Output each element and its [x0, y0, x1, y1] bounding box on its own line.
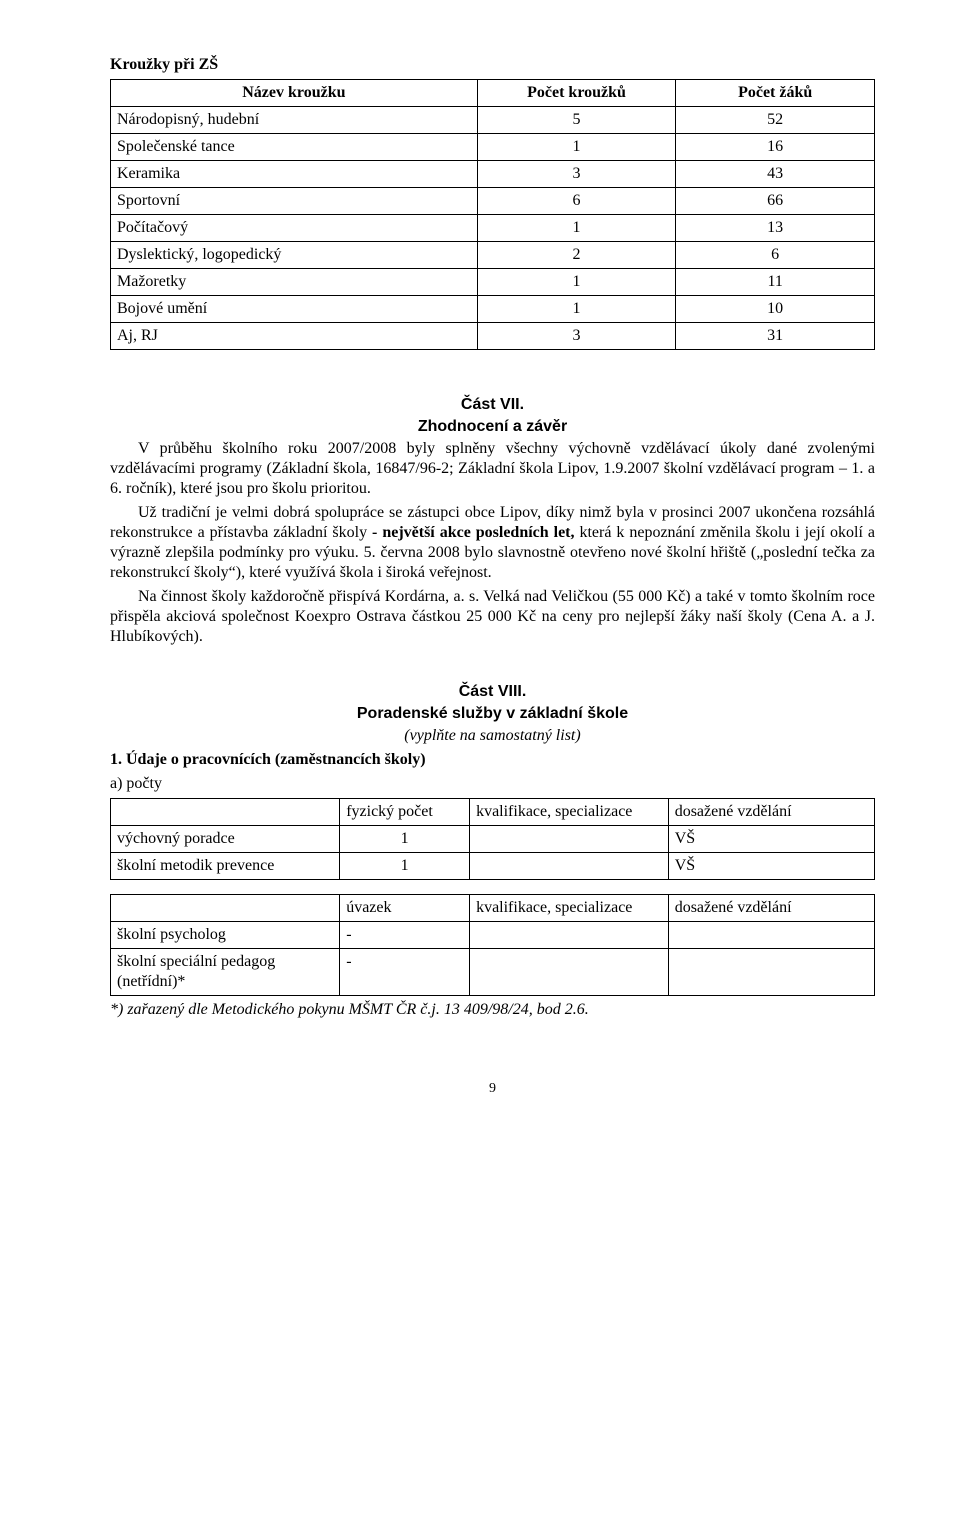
- cell: 1: [340, 853, 470, 880]
- table-row: úvazek kvalifikace, specializace dosažen…: [111, 895, 875, 922]
- cell: 66: [676, 188, 875, 215]
- table-row: Národopisný, hudební552: [111, 107, 875, 134]
- cell: Počítačový: [111, 215, 478, 242]
- cell: Dyslektický, logopedický: [111, 242, 478, 269]
- cell: VŠ: [668, 853, 874, 880]
- cell: Keramika: [111, 161, 478, 188]
- cell: -: [340, 949, 470, 996]
- cell: VŠ: [668, 826, 874, 853]
- table-krouzky: Název kroužku Počet kroužků Počet žáků N…: [110, 79, 875, 350]
- cell: [111, 895, 340, 922]
- cell: dosažené vzdělání: [668, 799, 874, 826]
- paragraph: Na činnost školy každoročně přispívá Kor…: [110, 587, 875, 647]
- table-row: Keramika343: [111, 161, 875, 188]
- table-row: Aj, RJ331: [111, 323, 875, 350]
- cell: 43: [676, 161, 875, 188]
- table-row: školní psycholog -: [111, 922, 875, 949]
- col-header: Počet žáků: [676, 80, 875, 107]
- cell: Sportovní: [111, 188, 478, 215]
- cell: Mažoretky: [111, 269, 478, 296]
- cell: -: [340, 922, 470, 949]
- cell: kvalifikace, specializace: [470, 895, 669, 922]
- text-bold: - největší akce posledních let,: [372, 524, 574, 541]
- paragraph: V průběhu školního roku 2007/2008 byly s…: [110, 439, 875, 499]
- cell: 1: [477, 134, 676, 161]
- cell: školní speciální pedagog (netřídní)*: [111, 949, 340, 996]
- cell: 1: [477, 296, 676, 323]
- cell: kvalifikace, specializace: [470, 799, 669, 826]
- section-title-7: Část VII.: [110, 395, 875, 415]
- cell: 16: [676, 134, 875, 161]
- cell: [111, 799, 340, 826]
- cell: školní metodik prevence: [111, 853, 340, 880]
- cell: 1: [340, 826, 470, 853]
- cell: 6: [676, 242, 875, 269]
- cell: úvazek: [340, 895, 470, 922]
- cell: fyzický počet: [340, 799, 470, 826]
- cell: dosažené vzdělání: [668, 895, 874, 922]
- subheading: 1. Údaje o pracovnících (zaměstnancích š…: [110, 750, 875, 770]
- col-header: Počet kroužků: [477, 80, 676, 107]
- cell: Společenské tance: [111, 134, 478, 161]
- cell: 1: [477, 215, 676, 242]
- cell: 10: [676, 296, 875, 323]
- cell: Národopisný, hudební: [111, 107, 478, 134]
- table-row: Společenské tance116: [111, 134, 875, 161]
- cell: [668, 922, 874, 949]
- table-row: Název kroužku Počet kroužků Počet žáků: [111, 80, 875, 107]
- cell: školní psycholog: [111, 922, 340, 949]
- cell: [470, 853, 669, 880]
- cell: [470, 949, 669, 996]
- table-row: výchovný poradce 1 VŠ: [111, 826, 875, 853]
- cell: 3: [477, 161, 676, 188]
- cell: [668, 949, 874, 996]
- table-row: školní speciální pedagog (netřídní)* -: [111, 949, 875, 996]
- table-pracovnici-1: fyzický počet kvalifikace, specializace …: [110, 798, 875, 880]
- cell: výchovný poradce: [111, 826, 340, 853]
- cell: 13: [676, 215, 875, 242]
- cell: 3: [477, 323, 676, 350]
- cell: Bojové umění: [111, 296, 478, 323]
- cell: [470, 826, 669, 853]
- cell: 11: [676, 269, 875, 296]
- table-row: školní metodik prevence 1 VŠ: [111, 853, 875, 880]
- section-subtitle-7: Zhodnocení a závěr: [110, 417, 875, 437]
- table-row: Počítačový113: [111, 215, 875, 242]
- note-italic: (vyplňte na samostatný list): [110, 726, 875, 746]
- paragraph: Už tradiční je velmi dobrá spolupráce se…: [110, 503, 875, 583]
- cell: [470, 922, 669, 949]
- page-number: 9: [110, 1080, 875, 1098]
- cell: 2: [477, 242, 676, 269]
- table-row: fyzický počet kvalifikace, specializace …: [111, 799, 875, 826]
- table-row: Mažoretky111: [111, 269, 875, 296]
- table-row: Bojové umění110: [111, 296, 875, 323]
- cell: 52: [676, 107, 875, 134]
- cell: Aj, RJ: [111, 323, 478, 350]
- sub-item: a) počty: [110, 774, 875, 794]
- col-header: Název kroužku: [111, 80, 478, 107]
- table-row: Dyslektický, logopedický26: [111, 242, 875, 269]
- cell: 31: [676, 323, 875, 350]
- cell: 1: [477, 269, 676, 296]
- section-subtitle-8: Poradenské služby v základní škole: [110, 704, 875, 724]
- heading-krouzky: Kroužky při ZŠ: [110, 55, 875, 75]
- cell: 5: [477, 107, 676, 134]
- table-row: Sportovní666: [111, 188, 875, 215]
- footnote: *) zařazený dle Metodického pokynu MŠMT …: [110, 1000, 875, 1020]
- table-pracovnici-2: úvazek kvalifikace, specializace dosažen…: [110, 894, 875, 996]
- section-title-8: Část VIII.: [110, 682, 875, 702]
- cell: 6: [477, 188, 676, 215]
